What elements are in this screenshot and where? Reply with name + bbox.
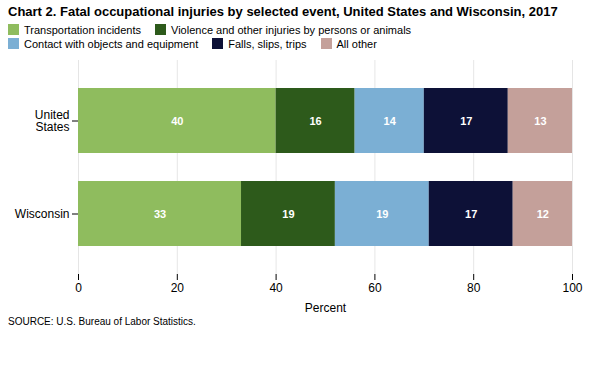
svg-text:14: 14 xyxy=(384,114,397,126)
svg-text:100: 100 xyxy=(562,281,582,295)
html-text:Contact with objects and equip: Contact with objects and equipment xyxy=(24,37,199,50)
svg-text:40: 40 xyxy=(269,281,283,295)
html-text:Transportation incidents: Transportation incidents xyxy=(24,23,141,36)
html-text:All other: All other xyxy=(336,37,377,50)
html-text:Falls, slips, trips: Falls, slips, trips xyxy=(228,37,307,50)
svg-text:Percent: Percent xyxy=(305,300,347,314)
svg-text:UnitedStates: UnitedStates xyxy=(35,107,70,133)
svg-text:16: 16 xyxy=(309,114,321,126)
html-text:Chart 2. Fatal occupational in: Chart 2. Fatal occupational injuries by … xyxy=(8,4,558,19)
svg-text:40: 40 xyxy=(171,114,183,126)
html-text:SOURCE: U.S. Bureau of Labor S: SOURCE: U.S. Bureau of Labor Statistics. xyxy=(8,315,196,327)
svg-text:19: 19 xyxy=(282,207,294,219)
svg-text:60: 60 xyxy=(368,281,382,295)
svg-text:80: 80 xyxy=(467,281,481,295)
html-text:Violence and other injuries by: Violence and other injuries by persons o… xyxy=(171,23,412,36)
svg-text:19: 19 xyxy=(376,207,388,219)
svg-text:33: 33 xyxy=(154,207,166,219)
svg-text:0: 0 xyxy=(75,281,82,295)
svg-text:17: 17 xyxy=(465,207,477,219)
svg-text:Wisconsin: Wisconsin xyxy=(15,206,70,220)
svg-text:12: 12 xyxy=(537,207,549,219)
svg-text:17: 17 xyxy=(460,114,472,126)
svg-text:20: 20 xyxy=(171,281,185,295)
svg-text:13: 13 xyxy=(534,114,546,126)
